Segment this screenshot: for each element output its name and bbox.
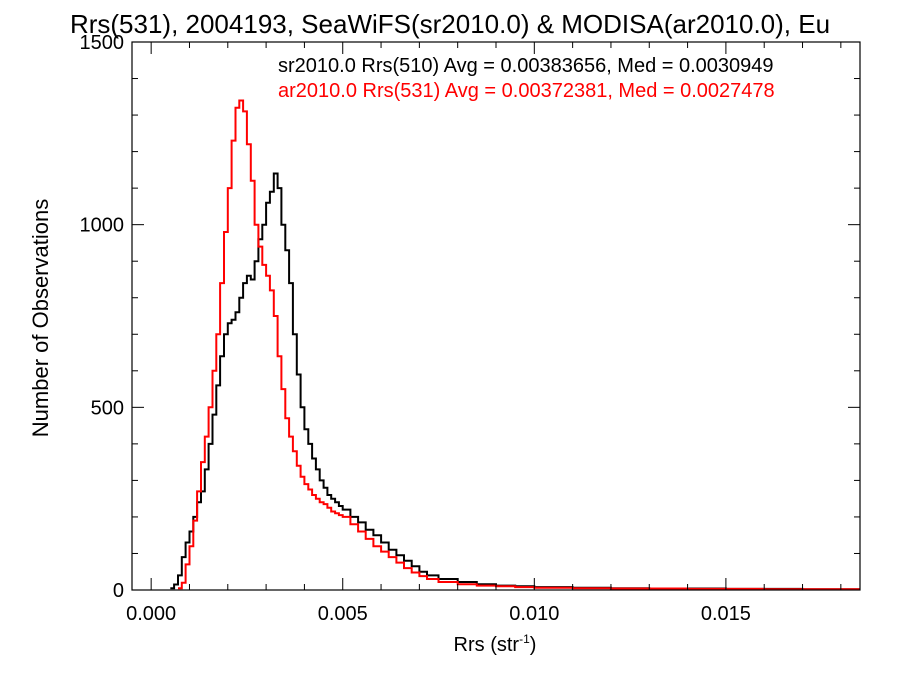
series-layer (170, 99, 860, 591)
labels-layer: 0.000 0.005 0.010 0.015 0 500 1000 1500 (80, 32, 751, 625)
legend-entry-sr2010: sr2010.0 Rrs(510) Avg = 0.00383656, Med … (278, 55, 774, 77)
y-axis-label: Number of Observations (28, 199, 53, 437)
legend-entry-ar2010: ar2010.0 Rrs(531) Avg = 0.00372381, Med … (278, 80, 775, 102)
y-tick-label: 0 (113, 580, 124, 602)
y-tick-label: 1000 (80, 215, 125, 237)
y-tick-label: 500 (91, 397, 124, 419)
x-tick-label: 0.010 (509, 603, 559, 625)
plot-frame (131, 41, 861, 591)
chart-title: Rrs(531), 2004193, SeaWiFS(sr2010.0) & M… (70, 9, 830, 39)
series-line-ar2010 (178, 99, 860, 591)
x-tick-label: 0.015 (701, 603, 751, 625)
ticks-layer (132, 41, 860, 591)
x-axis-label: Rrs (str-1) (454, 632, 537, 656)
y-tick-label: 1500 (80, 32, 125, 54)
x-tick-label: 0.005 (318, 603, 368, 625)
x-axis-label-close: ) (530, 634, 537, 656)
x-tick-label: 0.000 (126, 603, 176, 625)
series-line-sr2010 (170, 172, 860, 591)
x-axis-label-exponent: -1 (519, 632, 530, 646)
x-axis-label-main: Rrs (str (454, 634, 520, 656)
